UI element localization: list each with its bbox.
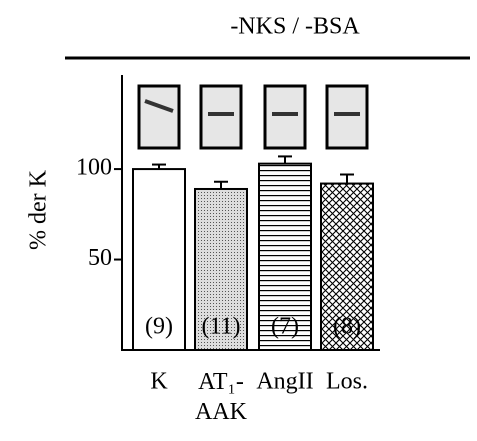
x-tick-label-line: AAK bbox=[195, 399, 248, 425]
x-tick-label: Los. bbox=[326, 369, 368, 395]
chart-title: -NKS / -BSA bbox=[230, 14, 360, 40]
page: {"chart_data": {"type": "bar", "title": … bbox=[0, 0, 477, 441]
x-tick-label-line: AT₁- bbox=[198, 369, 244, 395]
sample-size: (11) bbox=[201, 314, 240, 340]
y-axis-label: % der K bbox=[26, 169, 52, 250]
x-tick-label: AngII bbox=[256, 369, 313, 395]
sample-size: (8) bbox=[333, 314, 361, 340]
y-tick-label: 100 bbox=[76, 155, 112, 181]
chart: -NKS / -BSA % der K 50 100 (9) K (11) AT₁- AAK… bbox=[0, 0, 477, 441]
x-tick-label: K bbox=[150, 369, 168, 395]
x-tick-label: AT₁- AAK bbox=[195, 369, 248, 425]
blot-frame bbox=[139, 86, 179, 148]
blot-frame bbox=[201, 86, 241, 148]
blot-frame bbox=[327, 86, 367, 148]
y-tick-label: 50 bbox=[88, 245, 112, 271]
sample-size: (9) bbox=[145, 314, 173, 340]
blot-frame bbox=[265, 86, 305, 148]
sample-size: (7) bbox=[271, 314, 299, 340]
